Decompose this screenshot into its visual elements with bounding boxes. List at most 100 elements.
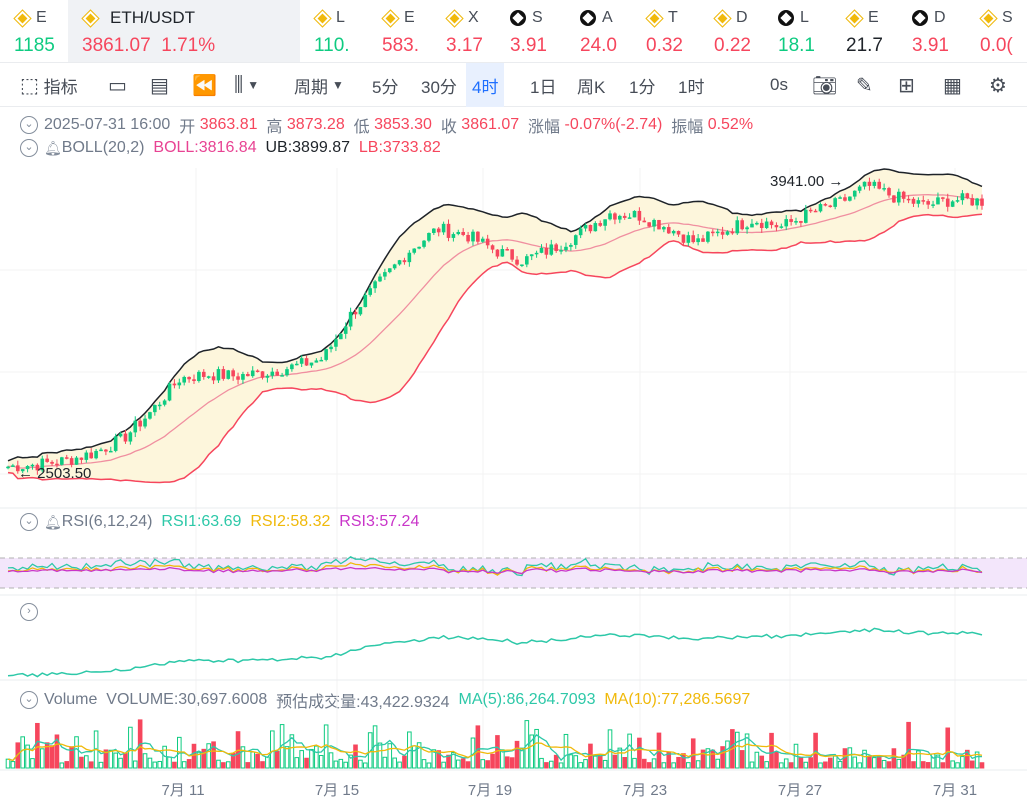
add-box-icon: ⊞ (898, 74, 915, 97)
candle-body (593, 223, 598, 232)
volume-bar (382, 756, 388, 769)
volume-bar (916, 750, 921, 769)
volume-bar (529, 734, 535, 769)
tab-0[interactable]: 5分 (372, 77, 399, 97)
volume-bar (304, 757, 309, 769)
candle-body (231, 370, 235, 377)
candle-body (603, 219, 607, 226)
candle-body (755, 222, 759, 225)
candle-body (720, 231, 725, 235)
screenshot-button[interactable]: 📷︎ (812, 63, 837, 107)
bell-icon[interactable]: 🔔︎ (44, 513, 62, 530)
candle-body (280, 375, 284, 377)
replay-button[interactable]: ⏪ (192, 63, 217, 107)
volume-bar (123, 752, 128, 769)
volume-bar (392, 757, 397, 769)
chart-type-button[interactable]: ⫼ ▼ (234, 63, 259, 107)
volume-bar (940, 762, 946, 769)
ticker-item[interactable]: S 3.91 (510, 0, 566, 62)
ticker-item[interactable]: A 24.0 (580, 0, 636, 62)
volume-bar (798, 757, 804, 769)
grid-button[interactable]: ▤ (150, 63, 169, 107)
indicators-button[interactable]: ⬚ 指标 (20, 63, 78, 107)
ticker-item[interactable]: E 21.7 (844, 0, 902, 62)
collapse-icon[interactable]: ⌄ (20, 513, 38, 531)
tab-1[interactable]: 30分 (421, 77, 457, 97)
ticker-item[interactable]: L 110. (312, 0, 370, 62)
volume-bar (142, 753, 148, 769)
draw-button[interactable]: ✎ (856, 63, 873, 107)
candle-body (260, 371, 265, 378)
candle-body (926, 201, 930, 205)
bnb-logo-icon (80, 8, 100, 28)
volume-bar (402, 755, 407, 769)
candle-body (250, 370, 255, 377)
ticker-item[interactable]: T 0.32 (644, 0, 702, 62)
volume-bar (485, 760, 490, 769)
candle-body (192, 379, 196, 382)
collapse-icon[interactable]: ⌄ (20, 691, 38, 709)
ticker-item[interactable]: E 1185 (12, 0, 70, 62)
indicator-line (7, 627, 983, 678)
add-alert-button[interactable]: ⊞ (898, 63, 915, 107)
tab-2[interactable]: 4时 (466, 63, 505, 107)
candle-body (901, 191, 906, 199)
ticker-value: 3.91 (510, 35, 547, 56)
candle-body (725, 231, 730, 235)
candles-icon: ⫼ (234, 73, 244, 96)
camera-icon: 📷︎ (812, 74, 838, 97)
ticker-value: 18.1 (778, 35, 815, 56)
volume-bar (690, 738, 696, 769)
ticker-item[interactable]: E 583. (380, 0, 438, 62)
volume-bar (343, 761, 349, 769)
volume-bar (211, 741, 216, 769)
tab-4[interactable]: 周K (577, 77, 606, 97)
volume-bar (906, 721, 911, 769)
ticker-name: D (934, 9, 946, 26)
ticker-item[interactable]: D 0.22 (712, 0, 770, 62)
candle-body (412, 248, 417, 253)
volume-bar (862, 749, 867, 769)
candle-body (397, 260, 402, 265)
volume-bar (700, 749, 706, 769)
ticker-item[interactable]: X 3.17 (444, 0, 502, 62)
candle-body (529, 254, 534, 257)
volume-bar (504, 756, 510, 769)
ticker-name: E (404, 9, 415, 26)
candle-body (324, 349, 328, 360)
volume-bar (715, 758, 720, 769)
main-ticker[interactable]: ETH/USDT 3861.07 1.71% (68, 0, 300, 62)
candle-body (779, 226, 784, 228)
ticker-item[interactable]: D 3.91 (912, 0, 968, 62)
candle-body (857, 186, 862, 191)
ticker-item[interactable]: S 0.0( (978, 0, 1027, 62)
collapse-icon[interactable]: ⌄ (20, 116, 38, 134)
seconds-toggle[interactable]: 0s (770, 63, 788, 107)
volume-bar (788, 762, 794, 769)
ticker-item[interactable]: L 18.1 (778, 0, 834, 62)
volume-bar (460, 758, 466, 769)
collapse-icon[interactable]: ⌄ (20, 139, 38, 157)
candle-body (818, 204, 823, 212)
bnb-logo-icon (644, 8, 664, 28)
candle-body (715, 231, 720, 234)
bell-icon[interactable]: 🔔︎ (44, 139, 62, 156)
high-value: 3873.28 (286, 116, 345, 133)
volume-bar (250, 751, 256, 769)
tab-3[interactable]: 1日 (530, 77, 557, 97)
volume-bar (93, 730, 99, 769)
volume-bar (832, 755, 838, 769)
volume-ma5: MA(5):86,264.7093 (458, 691, 596, 708)
tab-5[interactable]: 1分 (629, 77, 656, 97)
volume-bar (950, 760, 955, 769)
period-button[interactable]: 周期 ▼ (294, 63, 344, 107)
tab-6[interactable]: 1时 (678, 77, 705, 97)
layout-button[interactable]: ▭ (108, 63, 127, 107)
volume-bar (754, 751, 760, 769)
ticker-value: 110. (314, 35, 350, 56)
volume-bar (196, 752, 202, 769)
expand-icon[interactable]: › (20, 603, 38, 621)
calculator-button[interactable]: ▦ (943, 63, 962, 107)
settings-button[interactable]: ⚙ (989, 63, 1007, 107)
candle-body (348, 311, 353, 327)
